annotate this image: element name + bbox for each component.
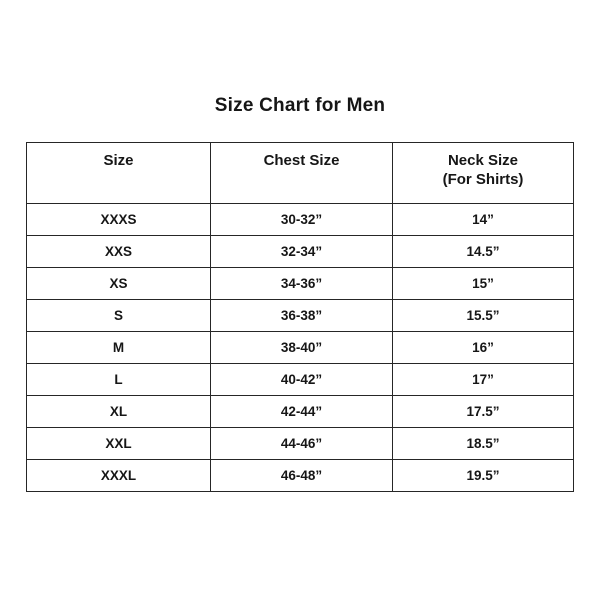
neck-cell: 18.5” [392,427,574,460]
chest-cell: 40-42” [210,363,393,396]
chest-cell: 42-44” [210,395,393,428]
neck-cell: 17” [392,363,574,396]
neck-cell: 17.5” [392,395,574,428]
column-header: Chest Size [210,142,393,204]
size-cell: S [26,299,211,332]
table-body: XXXS 30-32” 14” XXS 32-34” 14.5” XS 34-36” 15” S 3… [26,203,574,492]
neck-cell: 14.5” [392,235,574,268]
column-header: Size [26,142,211,204]
chest-cell: 36-38” [210,299,393,332]
size-cell: XXL [26,427,211,460]
table-row: S 36-38” 15.5” [26,299,574,332]
chest-cell: 34-36” [210,267,393,300]
table-row: M 38-40” 16” [26,331,574,364]
size-cell: XXS [26,235,211,268]
size-cell: L [26,363,211,396]
table-row: L 40-42” 17” [26,363,574,396]
chest-cell: 30-32” [210,203,393,236]
size-cell: XXXS [26,203,211,236]
table-row-header: Size Chest Size Neck Size (For Shirts) [26,142,574,204]
neck-cell: 16” [392,331,574,364]
chest-cell: 32-34” [210,235,393,268]
column-header: Neck Size (For Shirts) [392,142,574,204]
size-cell: XS [26,267,211,300]
chest-cell: 38-40” [210,331,393,364]
table-header-row: Size Chest Size Neck Size (For Shirts) [26,142,574,204]
table-row: XXL 44-46” 18.5” [26,427,574,460]
neck-cell: 15” [392,267,574,300]
size-cell: XXXL [26,459,211,492]
table-row: XS 34-36” 15” [26,267,574,300]
page-title: Size Chart for Men [214,95,386,116]
chest-cell: 46-48” [210,459,393,492]
size-table: Size Chest Size Neck Size (For Shirts) XXXS… [26,142,574,492]
table-row: XL 42-44” 17.5” [26,395,574,428]
table-row: XXS 32-34” 14.5” [26,235,574,268]
neck-cell: 19.5” [392,459,574,492]
chest-cell: 44-46” [210,427,393,460]
size-cell: M [26,331,211,364]
table-row: XXXS 30-32” 14” [26,203,574,236]
table-row: XXXL 46-48” 19.5” [26,459,574,492]
size-cell: XL [26,395,211,428]
neck-cell: 15.5” [392,299,574,332]
neck-cell: 14” [392,203,574,236]
